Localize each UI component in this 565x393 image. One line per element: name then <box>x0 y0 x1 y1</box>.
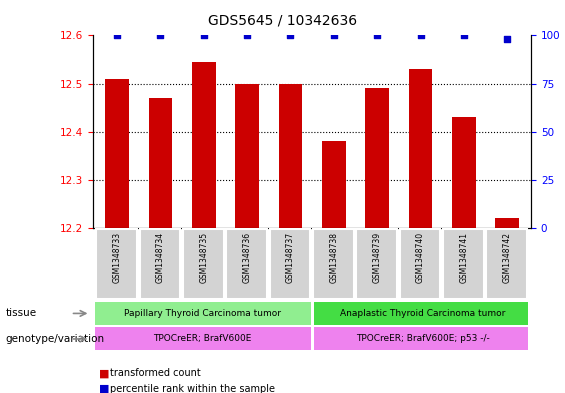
Bar <box>105 79 129 228</box>
Text: TPOCreER; BrafV600E: TPOCreER; BrafV600E <box>154 334 252 343</box>
Bar <box>149 98 172 228</box>
FancyBboxPatch shape <box>313 230 354 299</box>
Text: tissue: tissue <box>6 309 37 318</box>
Text: GSM1348738: GSM1348738 <box>329 231 338 283</box>
Text: GSM1348740: GSM1348740 <box>416 231 425 283</box>
Bar <box>235 83 259 228</box>
Text: GSM1348739: GSM1348739 <box>373 231 382 283</box>
FancyBboxPatch shape <box>314 327 528 351</box>
Text: GSM1348742: GSM1348742 <box>503 231 512 283</box>
FancyBboxPatch shape <box>399 230 441 299</box>
Bar <box>192 62 216 228</box>
FancyBboxPatch shape <box>357 230 397 299</box>
Point <box>286 32 295 39</box>
Point <box>242 32 251 39</box>
Point <box>416 32 425 39</box>
FancyBboxPatch shape <box>94 302 311 325</box>
Bar <box>322 141 346 228</box>
Text: Anaplastic Thyroid Carcinoma tumor: Anaplastic Thyroid Carcinoma tumor <box>340 309 506 318</box>
Bar <box>279 83 302 228</box>
FancyBboxPatch shape <box>227 230 267 299</box>
Text: GSM1348735: GSM1348735 <box>199 231 208 283</box>
Text: ■: ■ <box>99 384 110 393</box>
Point <box>329 32 338 39</box>
Bar <box>496 218 519 228</box>
Text: genotype/variation: genotype/variation <box>6 334 105 344</box>
Point <box>373 32 382 39</box>
Bar <box>452 117 476 228</box>
Text: percentile rank within the sample: percentile rank within the sample <box>110 384 275 393</box>
FancyBboxPatch shape <box>314 302 528 325</box>
FancyBboxPatch shape <box>96 230 137 299</box>
Text: GSM1348733: GSM1348733 <box>112 231 121 283</box>
Text: TPOCreER; BrafV600E; p53 -/-: TPOCreER; BrafV600E; p53 -/- <box>356 334 490 343</box>
Point <box>459 32 468 39</box>
FancyBboxPatch shape <box>94 327 311 351</box>
Point <box>503 36 512 42</box>
FancyBboxPatch shape <box>443 230 484 299</box>
Text: transformed count: transformed count <box>110 368 201 378</box>
Text: ■: ■ <box>99 368 110 378</box>
FancyBboxPatch shape <box>140 230 180 299</box>
Text: Papillary Thyroid Carcinoma tumor: Papillary Thyroid Carcinoma tumor <box>124 309 281 318</box>
FancyBboxPatch shape <box>270 230 310 299</box>
Point <box>199 32 208 39</box>
FancyBboxPatch shape <box>183 230 224 299</box>
Text: GSM1348734: GSM1348734 <box>156 231 165 283</box>
Bar <box>365 88 389 228</box>
Text: GSM1348741: GSM1348741 <box>459 231 468 283</box>
Text: GDS5645 / 10342636: GDS5645 / 10342636 <box>208 14 357 28</box>
Text: GSM1348737: GSM1348737 <box>286 231 295 283</box>
Bar <box>408 69 432 228</box>
Point <box>112 32 121 39</box>
Point <box>156 32 165 39</box>
FancyBboxPatch shape <box>486 230 527 299</box>
Text: GSM1348736: GSM1348736 <box>242 231 251 283</box>
